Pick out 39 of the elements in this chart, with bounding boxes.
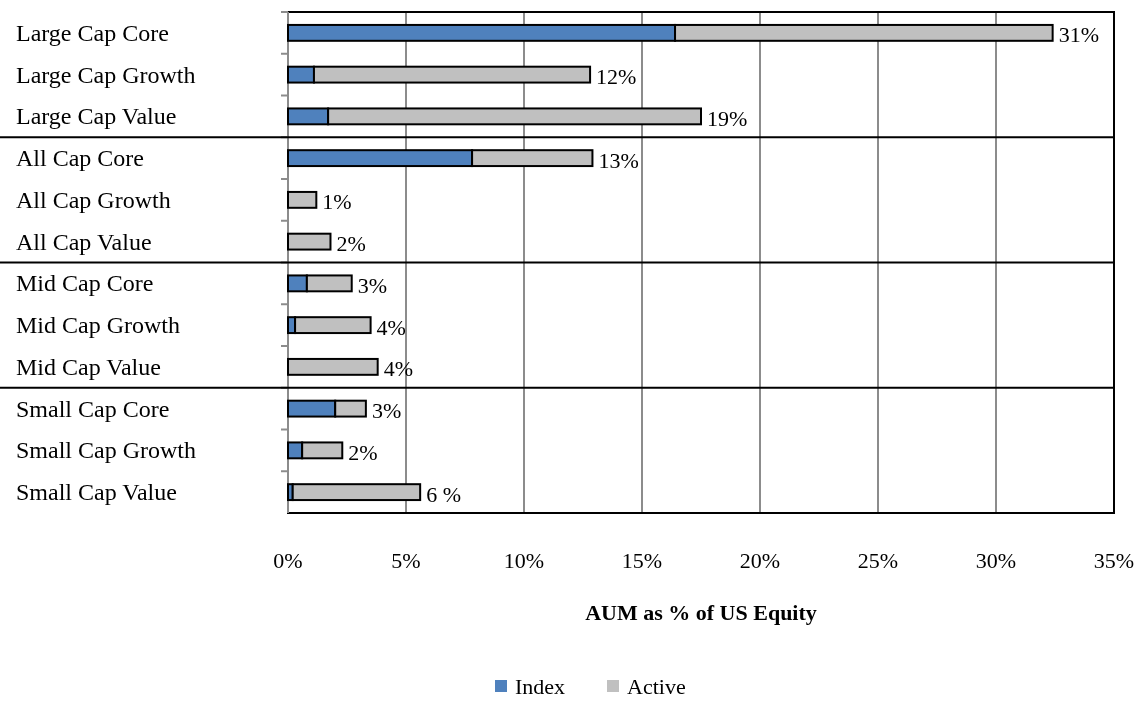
x-tick-label: 10% [503, 548, 545, 573]
x-tick-label: 35% [1093, 548, 1135, 573]
x-tick-label: 15% [621, 548, 663, 573]
total-label: 12% [596, 64, 637, 90]
y-tick-label: Mid Cap Value [16, 353, 161, 380]
y-tick-label: Small Cap Value [16, 479, 177, 506]
total-label: 19% [707, 105, 748, 131]
bar [291, 483, 422, 502]
total-label: 1% [322, 189, 352, 215]
legend-label: Active [627, 673, 686, 699]
bar [287, 232, 332, 251]
y-tick-label: Mid Cap Growth [16, 312, 180, 339]
y-tick-label: Large Cap Core [16, 19, 169, 46]
total-label: 31% [1058, 22, 1099, 48]
total-label: 3% [371, 398, 402, 424]
total-label: 2% [336, 231, 366, 257]
y-tick-label: Mid Cap Core [16, 270, 154, 297]
x-tick-label: 5% [391, 548, 421, 573]
total-label: 6 % [426, 481, 461, 507]
y-tick-label: All Cap Value [16, 228, 152, 255]
x-axis-title: AUM as % of US Equity [585, 600, 817, 625]
x-tick-label: 0% [273, 548, 303, 573]
y-tick-label: Large Cap Growth [16, 61, 196, 88]
y-tick-label: All Cap Growth [16, 186, 171, 213]
total-label: 2% [348, 439, 378, 465]
total-label: 4% [383, 356, 414, 382]
y-tick-label: Small Cap Growth [16, 437, 196, 464]
legend-label: Index [515, 673, 566, 699]
bar [287, 190, 318, 209]
x-tick-label: 20% [739, 548, 781, 573]
y-tick-label: Large Cap Value [16, 103, 177, 130]
total-label: 3% [357, 272, 388, 298]
x-tick-label: 30% [975, 548, 1017, 573]
total-label: 13% [598, 147, 639, 173]
y-tick-label: All Cap Core [16, 145, 144, 172]
y-tick-label: Small Cap Core [16, 395, 170, 422]
bar [287, 357, 379, 376]
x-tick-label: 25% [857, 548, 899, 573]
total-label: 4% [376, 314, 406, 340]
